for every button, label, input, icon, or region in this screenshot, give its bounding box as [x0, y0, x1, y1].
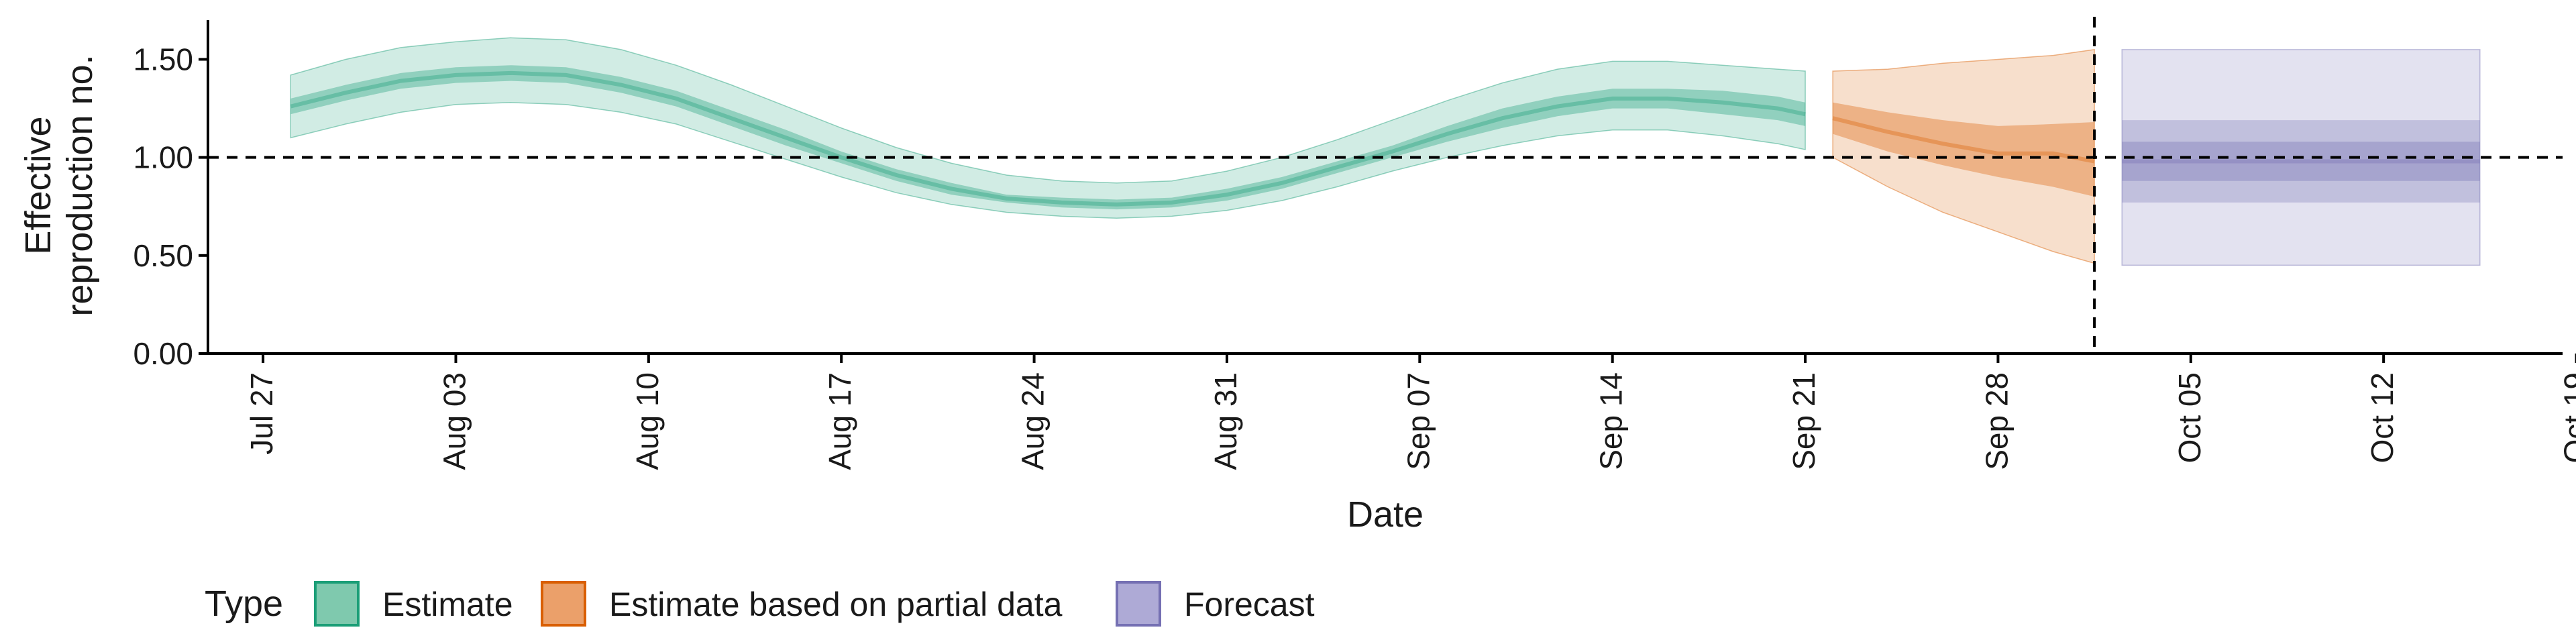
y-axis-title-line: reproduction no.: [60, 54, 100, 316]
legend-item-label: Forecast: [1184, 586, 1315, 623]
legend: Type Estimate Estimate based on partial da…: [205, 581, 1315, 627]
x-axis-title: Date: [1347, 494, 1424, 535]
bands-layer: [290, 37, 2481, 266]
forecast-mid-band: [2122, 120, 2480, 203]
estimate-inner-band: [290, 65, 1806, 210]
y-tick-label: 1.00: [133, 140, 193, 175]
y-tick-label: 1.50: [133, 42, 193, 76]
x-tick-label: Sep 14: [1594, 372, 1629, 470]
x-tick-label: Oct 12: [2365, 372, 2400, 464]
estimate-median-line: [290, 70, 1806, 207]
x-tick-label: Aug 10: [630, 372, 665, 470]
reference-lines: [208, 17, 2563, 354]
estimate-based-on-partial-data-inner-band: [1833, 102, 2095, 197]
estimate-outer-band: [290, 37, 1806, 219]
legend-key-swatch: [541, 581, 586, 627]
legend-title: Type: [205, 584, 283, 624]
x-tick-label: Aug 17: [822, 372, 857, 470]
legend-key-swatch: [314, 581, 360, 627]
x-tick-label: Oct 19: [2558, 372, 2576, 464]
x-tick-label: Sep 28: [1979, 372, 2014, 470]
x-tick-label: Oct 05: [2172, 372, 2207, 464]
y-tick-label: 0.50: [133, 238, 193, 273]
x-tick-label: Sep 07: [1401, 372, 1436, 470]
y-tick-label: 0.00: [133, 336, 193, 371]
legend-item-label: Estimate: [382, 586, 513, 623]
legend-item-label: Estimate based on partial data: [609, 586, 1063, 623]
x-tick-label: Aug 03: [437, 372, 472, 470]
y-axis-title-line: Effective: [18, 116, 58, 254]
axes: 0.00 0.50 1.00 1.50 Jul 27 Aug 03 Aug 10 Aug 17…: [18, 20, 2576, 535]
x-tick-label: Aug 31: [1208, 372, 1243, 470]
estimate-based-on-partial-data-median-line: [1832, 116, 2095, 164]
legend-key-swatch: [1116, 581, 1161, 627]
forecast-inner-band: [2122, 142, 2480, 181]
x-tick-label: Sep 21: [1786, 372, 1821, 470]
x-tick-label: Jul 27: [244, 372, 279, 455]
x-tick-label: Aug 24: [1016, 372, 1051, 470]
